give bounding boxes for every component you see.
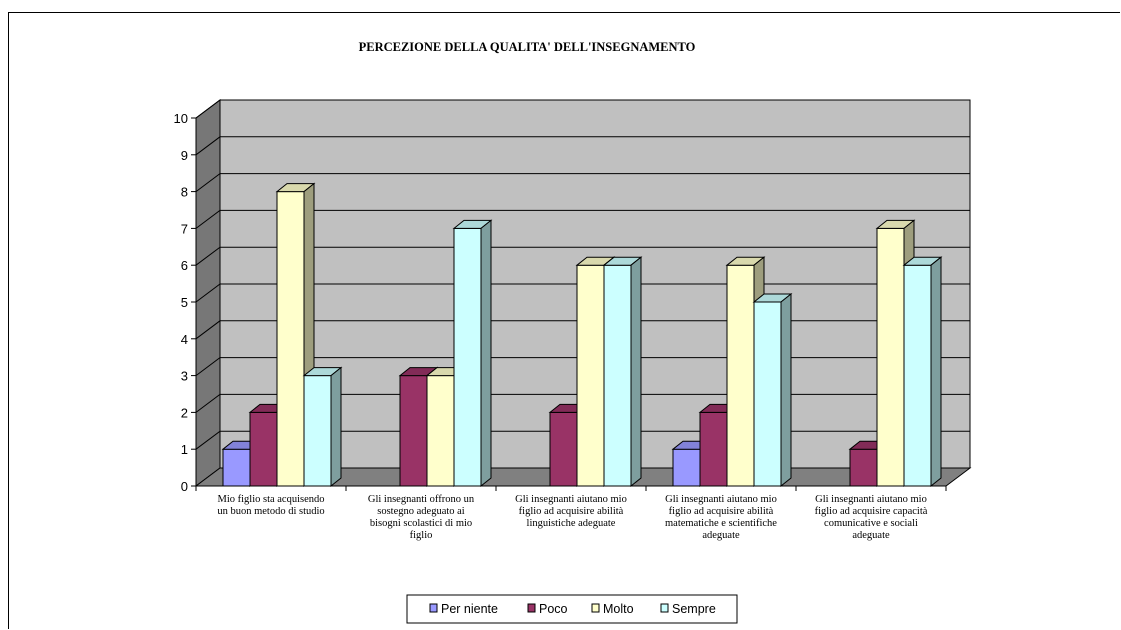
legend-label: Poco	[539, 602, 568, 616]
y-tick-label: 6	[181, 258, 188, 273]
y-tick-label: 5	[181, 295, 188, 310]
legend-item: Sempre	[660, 602, 716, 616]
y-tick-label: 8	[181, 185, 188, 200]
gridline	[195, 136, 970, 156]
bar-side	[630, 256, 642, 488]
legend-label: Molto	[603, 602, 634, 616]
bar-front	[453, 227, 482, 487]
legend-box	[406, 594, 738, 624]
bar-front	[426, 375, 455, 487]
bar-front	[903, 264, 932, 487]
gridlines	[195, 99, 970, 450]
y-tick-label: 3	[181, 369, 188, 384]
bar-front	[276, 191, 305, 487]
y-tick-label: 10	[174, 111, 188, 126]
bar-front	[672, 448, 701, 487]
legend-label: Per niente	[441, 602, 498, 616]
bar	[302, 366, 343, 488]
y-tick-label: 0	[181, 479, 188, 494]
x-category-label: Gli insegnanti offrono un sostegno adegua…	[368, 494, 475, 541]
gridline	[195, 357, 970, 377]
legend-swatch	[591, 603, 600, 613]
bar-side	[930, 256, 942, 488]
x-axis: Mio figlio sta acquisendo un buon metodo …	[195, 485, 947, 541]
gridline	[195, 99, 970, 119]
y-tick-label: 7	[181, 221, 188, 236]
category-group	[848, 219, 943, 488]
bar-front	[849, 448, 878, 487]
legend-swatch	[527, 603, 536, 613]
y-tick-label: 9	[181, 148, 188, 163]
bar-front	[753, 301, 782, 487]
category-group	[671, 256, 793, 488]
legend: Per niente Poco Molto Sempre	[406, 594, 738, 624]
bar-side	[780, 292, 792, 488]
legend-swatch	[429, 603, 438, 613]
bar	[452, 219, 493, 488]
gridline	[195, 173, 970, 193]
bar-front	[549, 411, 578, 487]
bar-front	[726, 264, 755, 487]
y-tick-label: 4	[181, 332, 188, 347]
bar-front	[576, 264, 605, 487]
category-group	[221, 182, 343, 488]
x-category-label: Mio figlio sta acquisendo un buon metodo …	[217, 494, 324, 517]
legend-swatch	[660, 603, 669, 613]
gridline	[195, 320, 970, 340]
bar-front	[603, 264, 632, 487]
legend-item: Per niente	[429, 602, 498, 616]
category-group	[548, 256, 643, 488]
bar	[602, 256, 643, 488]
bar-front	[876, 227, 905, 487]
y-axis: 0 1 2 3 4 5 6 7 8 9 10	[174, 111, 197, 494]
chart-frame	[8, 12, 1120, 629]
bar-front	[399, 375, 428, 487]
chart-title: PERCEZIONE DELLA QUALITA' DELL'INSEGNAME…	[359, 40, 696, 54]
legend-item: Poco	[527, 602, 568, 616]
bar	[902, 256, 943, 488]
x-category-label: Gli insegnanti aiutano mio figlio ad acqu…	[815, 494, 928, 541]
bar-side	[330, 366, 342, 488]
bar-front	[249, 411, 278, 487]
legend-item: Molto	[591, 602, 634, 616]
bar-front	[222, 448, 251, 487]
y-tick-label: 1	[181, 442, 188, 457]
bar	[752, 292, 793, 488]
gridline	[195, 283, 970, 303]
bar-front	[699, 411, 728, 487]
x-category-label: Gli insegnanti aiutano mio figlio ad acqu…	[515, 494, 627, 529]
gridline	[195, 209, 970, 229]
bar-side	[480, 219, 492, 488]
bar-front	[303, 375, 332, 487]
legend-label: Sempre	[672, 602, 716, 616]
category-group	[398, 219, 493, 488]
bars	[221, 182, 943, 488]
x-category-label: Gli insegnanti aiutano mio figlio ad acqu…	[665, 494, 777, 541]
gridline	[195, 393, 970, 413]
gridline	[195, 246, 970, 266]
y-tick-label: 2	[181, 405, 188, 420]
